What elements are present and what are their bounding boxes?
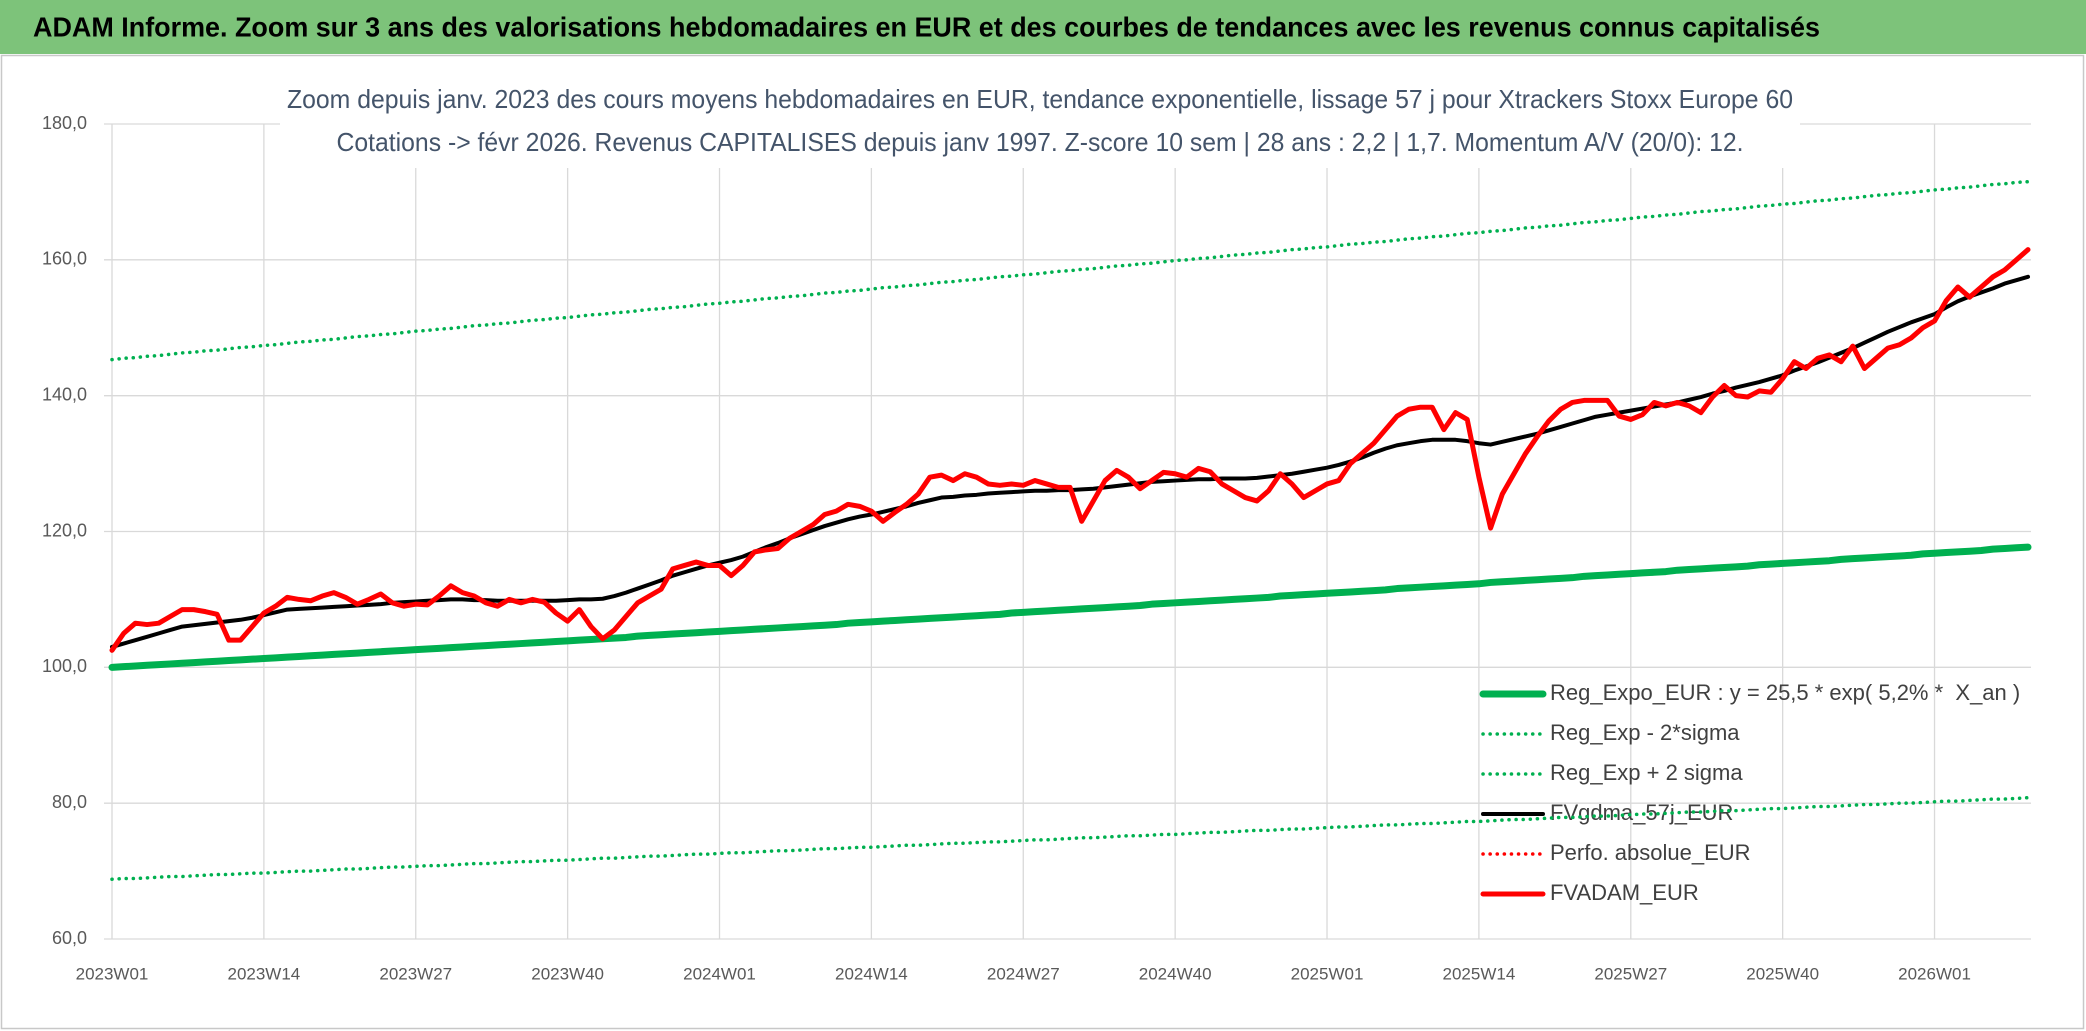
x-tick-label: 2025W40 (1746, 964, 1819, 983)
x-tick-label: 2024W14 (835, 964, 908, 983)
x-tick-label: 2025W01 (1291, 964, 1364, 983)
chart-title: ADAM Informe. Zoom sur 3 ans des valoris… (33, 11, 1820, 42)
x-tick-label: 2024W27 (987, 964, 1060, 983)
series-line (110, 179, 2030, 362)
y-tick-label: 80,0 (52, 792, 87, 812)
title-bar (0, 0, 2086, 54)
y-tick-label: 100,0 (42, 656, 87, 676)
legend-label: FVADAM_EUR (1550, 880, 1699, 905)
legend-label: Perfo. absolue_EUR (1550, 840, 1751, 865)
x-tick-label: 2026W01 (1898, 964, 1971, 983)
subtitle-background (280, 80, 1800, 168)
series-line (109, 247, 2031, 653)
y-tick-label: 60,0 (52, 928, 87, 948)
y-tick-label: 120,0 (42, 520, 87, 540)
legend-label: FVgdma_57j_EUR (1550, 800, 1733, 825)
x-tick-label: 2023W40 (531, 964, 604, 983)
legend-label: Reg_Exp + 2 sigma (1550, 760, 1743, 785)
x-tick-label: 2025W14 (1443, 964, 1516, 983)
x-tick-label: 2025W27 (1594, 964, 1667, 983)
x-tick-label: 2024W01 (683, 964, 756, 983)
x-tick-label: 2023W01 (76, 964, 149, 983)
legend-label: Reg_Expo_EUR : y = 25,5 * exp( 5,2% * X_… (1550, 680, 2020, 705)
y-tick-label: 160,0 (42, 249, 87, 269)
y-tick-label: 140,0 (42, 384, 87, 404)
x-tick-label: 2024W40 (1139, 964, 1212, 983)
plot-lines (108, 179, 2032, 881)
legend: Reg_Expo_EUR : y = 25,5 * exp( 5,2% * X_… (1479, 680, 2020, 905)
chart-frame (0, 54, 2085, 1030)
x-tick-label: 2023W27 (379, 964, 452, 983)
chart-subtitle: Cotations -> févr 2026. Revenus CAPITALI… (337, 127, 1744, 157)
series-line (110, 795, 2030, 881)
y-tick-label: 180,0 (42, 113, 87, 133)
chart-subtitle: Zoom depuis janv. 2023 des cours moyens … (287, 84, 1793, 114)
legend-label: Reg_Exp - 2*sigma (1550, 720, 1740, 745)
grid: 60,0 80,0 100,0 120,0 140,0 160,0 180,0 2023W01… (42, 113, 2031, 983)
x-tick-label: 2023W14 (227, 964, 300, 983)
series-line (108, 543, 2032, 671)
